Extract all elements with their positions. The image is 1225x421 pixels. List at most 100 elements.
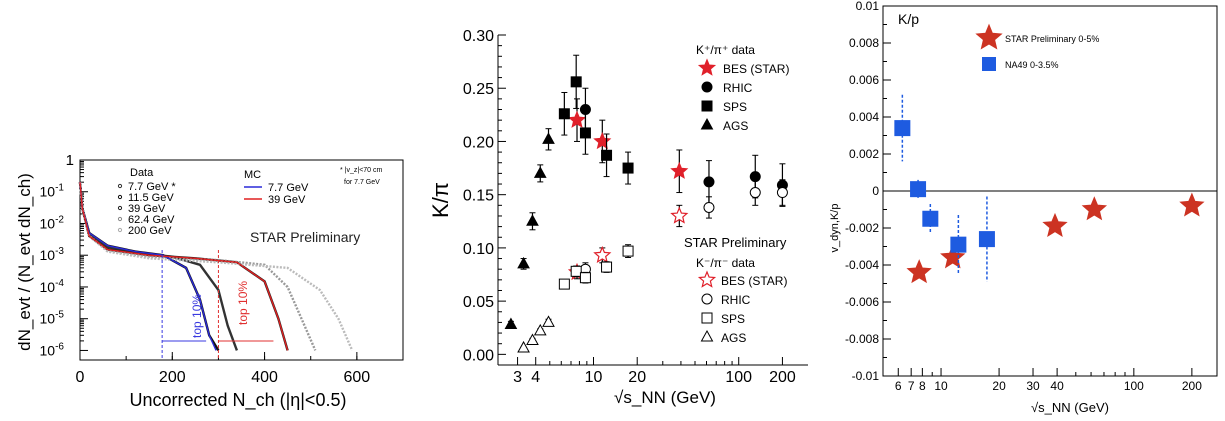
p1-top10-label-red: top 10% [236,281,250,325]
p1-y-tick-label: 10-5 [40,310,65,327]
p2-y-tick-label: 0.00 [463,347,494,364]
p2-y-tick-label: 0.30 [463,28,494,45]
p3-title: K/p [898,11,919,27]
p2-data-point [749,187,761,199]
p2-y-tick-label: 0.15 [463,188,494,205]
p3-y-tick-label: 0.006 [849,73,879,87]
p3-data-point [1042,212,1068,237]
p2-x-tick-label: 200 [769,369,796,386]
p3-y-tick-label: 0.004 [849,110,879,124]
p1-y-tick-exponent: -1 [55,183,64,194]
p2-data-point [703,176,715,188]
p2-data-point [526,333,539,346]
p2-data-point [622,245,634,257]
p1-y-tick-exponent: -6 [55,341,64,352]
p3-x-tick-label: 200 [1182,379,1202,393]
p3-legend-star-marker [975,23,1003,50]
p2-legend-minus-marker [701,312,713,324]
p3-x-tick-label: 20 [992,379,1006,393]
p2-data-point [558,278,570,290]
p1-legend-data-label: 200 GeV [128,225,172,237]
p1-footnote-2: for 7.7 GeV [344,179,380,186]
p1-legend-data-marker [117,183,123,189]
p2-legend-minus-label: AGS [721,331,746,345]
p3-y-tick-label: -0.002 [845,221,879,235]
p3-y-axis-title: v_dyn,K/p [829,204,841,253]
p2-legend-plus-label: SPS [723,100,747,114]
p1-x-tick-label: 200 [159,369,186,386]
p2-data-point [670,206,689,224]
p2-legend-plus-marker [700,117,714,130]
p1-top10-label-blue: top 10% [190,294,204,338]
p2-data-point [703,201,715,213]
p1-x-tick-label: 0 [76,369,85,386]
p1-watermark: STAR Preliminary [250,229,360,245]
p3-x-tick-label: 6 [895,379,902,393]
p2-y-tick-label: 0.05 [463,294,494,311]
p2-legend-plus-label: RHIC [723,81,753,95]
p3-x-axis-title: √s_NN (GeV) [1031,400,1109,415]
p1-y-tick-label: 10-2 [40,214,65,231]
p3-y-tick-label: -0.01 [852,369,880,383]
p1-y-tick-label: 10-1 [40,183,65,200]
p3-legend-star-label: STAR Preliminary 0-5% [1005,34,1099,44]
p3-y-tick-label: 0.002 [849,147,879,161]
p1-y-tick-label: 10-3 [40,246,65,263]
p2-data-point [567,110,587,128]
p2-legend-minus-marker [701,293,713,305]
p1-legend-data-title: Data [130,167,154,179]
p1-series-line [78,182,317,351]
p2-data-point [622,162,634,174]
p2-data-point [533,166,547,178]
p1-legend-mc-label: 7.7 GeV [268,182,309,194]
p3-y-tick-label: 0.008 [849,36,879,50]
p3-x-tick-label: 40 [1050,379,1064,393]
p3-x-tick-label: 7 [908,379,915,393]
p2-legend-minus-label: BES (STAR) [721,274,787,288]
p2-data-point [593,131,612,150]
p1-legend-data-marker [117,194,123,200]
p1-legend-data-label: 11.5 GeV [128,192,174,204]
p1-footnote-1: * |v_z|<70 cm [340,167,383,174]
p3-y-tick-label: -0.008 [845,332,879,346]
p3-data-point [910,181,927,198]
p2-x-tick-label: 3 [513,369,522,386]
p2-data-point [579,127,591,139]
p2-x-tick-label: 4 [531,369,540,386]
p2-x-tick-label: 100 [725,369,752,386]
p1-series-line [78,182,354,351]
p2-x-axis-title: √s_NN (GeV) [614,388,716,407]
p3-legend-square-marker [982,57,996,71]
p1-x-axis-title: Uncorrected N_ch (|η|<0.5) [130,390,347,411]
p3-data-point [1081,196,1108,221]
p2-watermark: STAR Preliminary [684,235,787,250]
vdyn-kp-chart: 6 7 8 10 20 30 40 100 200 -0.01 -0.008 -0.006 -0.004… [829,0,1218,415]
p2-y-tick-label: 0.10 [463,241,494,258]
p3-data-point [894,120,911,137]
p1-y-tick-exponent: -3 [55,246,64,257]
p3-x-tick-label: 8 [919,379,926,393]
p1-legend-data-marker [117,216,123,222]
p3-y-tick-label: -0.006 [845,295,879,309]
p2-plot-frame [497,34,809,366]
p2-data-point [504,317,518,330]
p1-legend-data-marker [117,205,123,211]
p1-legend-data-label: 7.7 GeV * [128,181,176,193]
p3-x-tick-label: 30 [1026,379,1040,393]
p1-y-tick-exponent: -2 [55,214,64,225]
kaon-pion-ratio-chart: 3 4 10 20 100 200 0.00 0.05 0.10 0.15 0.20 0.25 0.30… [428,28,809,407]
p1-legend-data-label: 39 GeV [128,203,166,215]
p2-legend-minus-marker [697,270,717,288]
p2-legend-plus-label: BES (STAR) [723,62,789,76]
p2-data-point [776,187,788,199]
p2-y-axis-title: K/π [428,182,453,218]
p2-data-point [570,76,582,88]
p2-legend-plus-label: AGS [723,119,748,133]
p3-data-point [906,259,932,284]
p2-data-point [542,132,555,144]
p2-data-point [570,265,582,277]
p1-legend-data-label: 62.4 GeV [128,214,175,226]
p1-legend-data-marker [117,227,123,233]
p2-data-point [601,149,613,161]
p2-data-point [526,214,539,226]
